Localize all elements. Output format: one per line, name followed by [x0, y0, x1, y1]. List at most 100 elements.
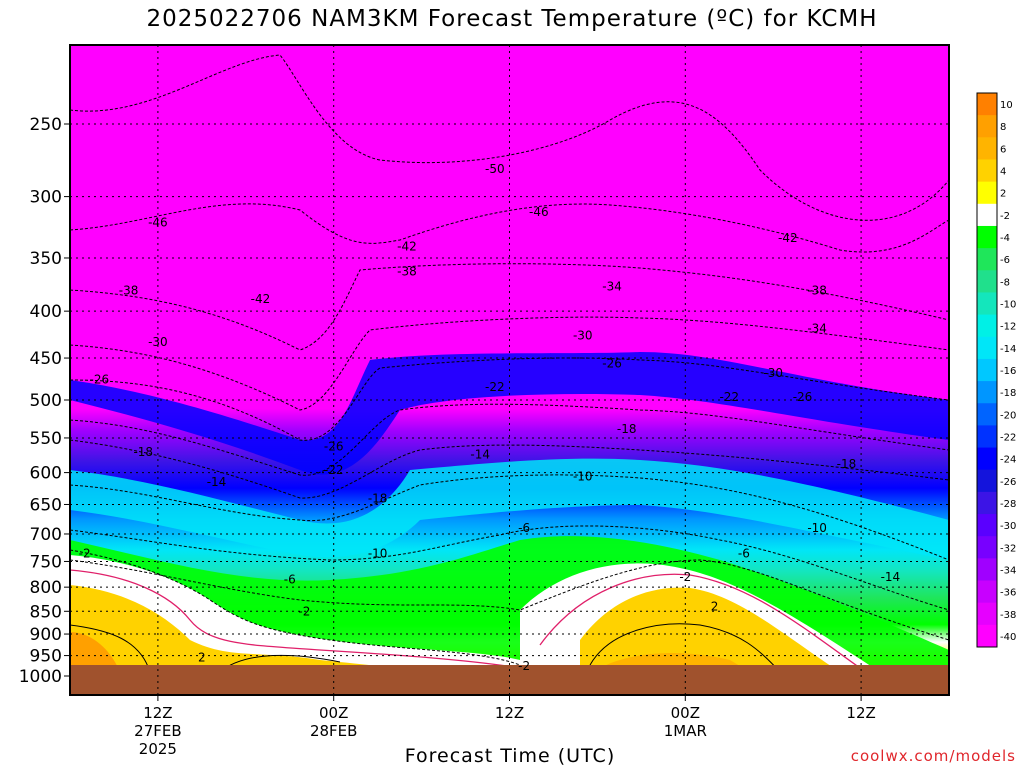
colorbar-swatch	[977, 93, 997, 116]
credit-text: coolwx.com/models	[850, 747, 1016, 765]
colorbar-swatch	[977, 381, 997, 404]
y-tick-label-850: 850	[30, 602, 62, 622]
isotherm-label: -46	[529, 205, 549, 219]
colorbar-swatch	[977, 491, 997, 515]
x-tick-label-3-line1: 00Z	[671, 704, 700, 722]
colorbar-label: -36	[1000, 588, 1016, 599]
isotherm-label: -2	[79, 546, 91, 560]
colorbar-swatch	[977, 159, 997, 183]
colorbar-label: -22	[1000, 432, 1016, 443]
isotherm-label: -14	[470, 447, 490, 461]
isotherm-label: -46	[148, 215, 168, 229]
y-tick-label-900: 900	[30, 625, 62, 645]
colorbar-swatch	[977, 336, 997, 360]
colorbar: 10 8 6 4 2 -2 -4 -6 -8 -10 -12 -14 -16 -18 -20 -22 -24 -2…	[976, 92, 1016, 648]
isotherm-label: -6	[284, 573, 296, 587]
y-tick-label-750: 750	[30, 552, 62, 572]
colorbar-swatch	[977, 358, 997, 382]
isotherm-label: -18	[617, 422, 637, 436]
y-tick-label-700: 700	[30, 525, 62, 545]
colorbar-frame	[976, 92, 998, 648]
colorbar-label: 10	[1000, 100, 1013, 111]
y-tick-label-400: 400	[30, 302, 62, 322]
colorbar-swatch	[977, 314, 997, 338]
isotherm-label: -6	[518, 521, 530, 535]
colorbar-swatch	[977, 225, 997, 249]
colorbar-swatch	[977, 536, 997, 559]
isotherm-label: -2	[518, 659, 530, 673]
colorbar-swatch	[977, 292, 997, 316]
freezing-lines	[70, 569, 861, 669]
isotherm-label: -26	[324, 440, 344, 454]
colorbar-swatch	[977, 624, 997, 648]
colorbar-label: 6	[1000, 144, 1006, 155]
colorbar-swatch	[977, 181, 997, 205]
cold-band-dark-blue	[70, 352, 949, 475]
colorbar-label: -30	[1000, 521, 1016, 532]
isotherm-label: -38	[119, 284, 139, 298]
isotherm-label: -30	[763, 366, 783, 380]
colorbar-swatch	[977, 580, 997, 604]
colorbar-label: 8	[1000, 122, 1006, 133]
y-tick-label-1000: 1000	[19, 667, 62, 687]
isotherm-label: -38	[807, 284, 827, 298]
colorbar-label: -38	[1000, 610, 1016, 621]
isotherm-label: -42	[397, 239, 417, 253]
colorbar-label: -12	[1000, 322, 1016, 333]
colorbar-label: -2	[1000, 211, 1010, 222]
colorbar-swatch	[977, 425, 997, 449]
colorbar-label: -4	[1000, 233, 1010, 244]
y-tick-label-950: 950	[30, 647, 62, 667]
x-tick-label-0-line2: 27FEB	[134, 722, 181, 740]
colorbar-label: 4	[1000, 167, 1006, 178]
y-tick-label-550: 550	[30, 429, 62, 449]
isotherm-label: -30	[148, 335, 168, 349]
isotherm-label: -26	[89, 373, 109, 387]
colorbar-swatch	[977, 469, 997, 493]
isotherm-label: -2	[679, 570, 691, 584]
isotherm-label: -22	[719, 390, 739, 404]
y-tick-label-600: 600	[30, 464, 62, 484]
isotherm-labels: -50-46-46-42-42-42-38-38-38-34-34-30 -30-…	[79, 162, 901, 673]
colorbar-label: -28	[1000, 499, 1016, 510]
colorbar-label: -8	[1000, 277, 1010, 288]
y-axis: 250 300 350 400 450 500 550 600 650 700 750 800 850 9…	[19, 115, 70, 687]
y-tick-label-300: 300	[30, 188, 62, 208]
grid-lines	[70, 45, 949, 695]
isotherm-label: 2	[198, 651, 206, 665]
isotherm-label: -22	[485, 380, 505, 394]
x-tick-label-1-line2: 28FEB	[310, 722, 357, 740]
colorbar-swatch	[977, 602, 997, 626]
colorbar-label: -34	[1000, 565, 1016, 576]
colorbar-label: -18	[1000, 388, 1016, 399]
isotherm-label: -10	[368, 546, 388, 560]
isotherm-label: -34	[807, 322, 827, 336]
colorbar-label: -24	[1000, 455, 1016, 466]
isotherm-label: -26	[602, 356, 622, 370]
x-tick-label-0-line3: 2025	[139, 740, 177, 758]
isotherm-label: -10	[573, 470, 593, 484]
isotherm-label: -26	[793, 390, 813, 404]
isotherm-lines	[70, 54, 949, 666]
y-tick-label-650: 650	[30, 495, 62, 515]
plot-frame	[69, 44, 950, 696]
warm-layer-yellow-2	[580, 587, 840, 672]
isotherm-label: -18	[837, 457, 857, 471]
x-tick-label-4-line1: 12Z	[846, 704, 875, 722]
isotherm-label: -18	[133, 445, 153, 459]
warm-layer-orange	[70, 632, 120, 672]
colorbar-swatch	[977, 514, 997, 537]
isotherm-label: -14	[207, 475, 227, 489]
x-tick-label-1-line1: 00Z	[319, 704, 348, 722]
x-axis-title: Forecast Time (UTC)	[404, 745, 616, 767]
y-tick-label-500: 500	[30, 391, 62, 411]
warm-layer-yellow	[70, 585, 420, 672]
colorbar-label: -14	[1000, 344, 1016, 355]
colorbar-label: -10	[1000, 300, 1016, 311]
colorbar-label: -16	[1000, 366, 1016, 377]
isotherm-label: -34	[602, 280, 622, 294]
isotherm-label: 2	[711, 600, 719, 614]
mid-cyan-band	[70, 458, 949, 560]
y-tick-label-350: 350	[30, 249, 62, 269]
